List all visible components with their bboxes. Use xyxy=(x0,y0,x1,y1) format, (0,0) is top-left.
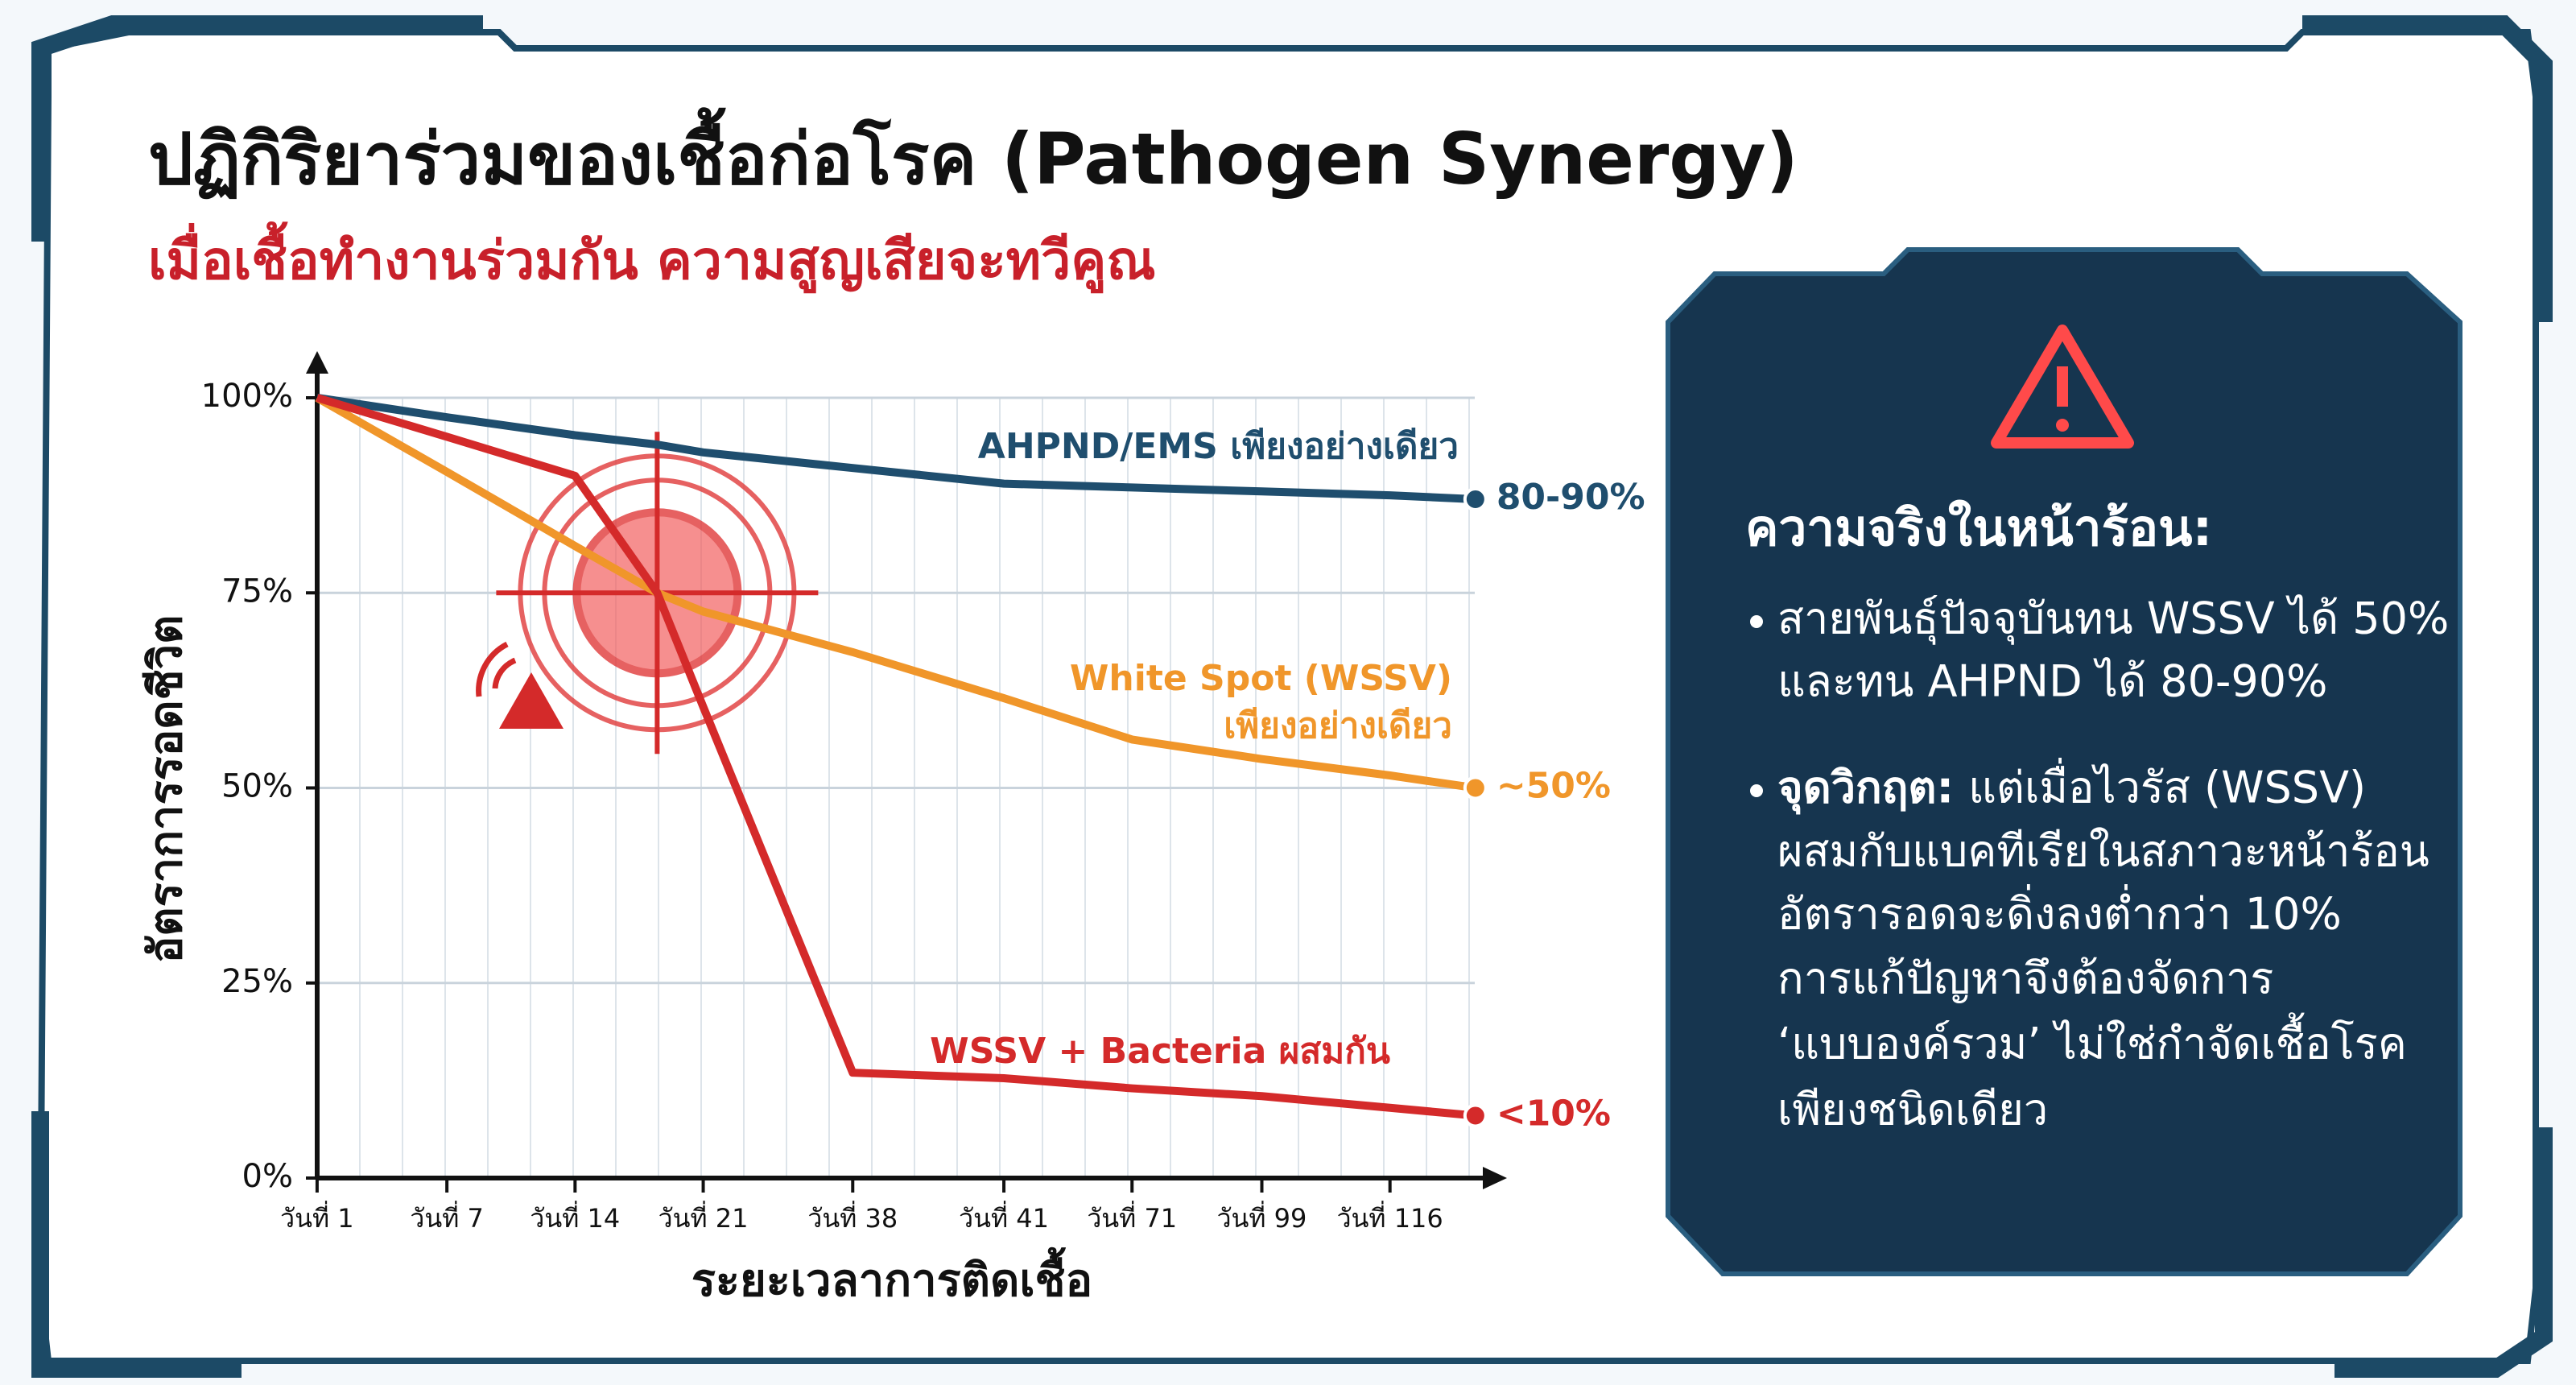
end-point xyxy=(1463,775,1488,800)
series-line xyxy=(315,394,1476,792)
bullet-text: และทน AHPND ได้ 80-90% xyxy=(1777,656,2327,707)
axis-arrow xyxy=(306,351,328,374)
bullet-lead: จุดวิกฤต: xyxy=(1777,763,1954,816)
frame-corner xyxy=(31,15,483,242)
y-tick-label: 25% xyxy=(221,963,293,1000)
x-tick-label: วันที่ 116 xyxy=(1337,1201,1443,1234)
bullet-text: ‘แบบองค์รวม’ ไม่ใช่กำจัดเชื้อโรค xyxy=(1777,1013,2407,1069)
signal-icon xyxy=(476,641,517,697)
x-tick-label: วันที่ 21 xyxy=(658,1201,749,1234)
bullet-dot xyxy=(1750,615,1763,628)
series-label: White Spot (WSSV) xyxy=(1070,658,1452,699)
bullet-text: การแก้ปัญหาจึงต้องจัดการ xyxy=(1777,953,2273,1004)
series-label: AHPND/EMS เพียงอย่างเดียว xyxy=(978,426,1459,467)
frame-corner xyxy=(2334,1127,2553,1378)
info-panel xyxy=(1666,247,2462,1276)
panel-text: สายพันธุ์ปัจจุบันทน WSSV ได้ 50% และทน AH… xyxy=(1750,593,2449,1135)
bullet-dot xyxy=(1750,784,1763,797)
end-label: <10% xyxy=(1496,1093,1611,1134)
series-label: WSSV + Bacteria ผสมกัน xyxy=(930,1031,1390,1072)
y-tick-label: 100% xyxy=(201,378,293,415)
x-tick-label: วันที่ 99 xyxy=(1217,1201,1307,1234)
bullet-text: เพียงชนิดเดียว xyxy=(1777,1085,2048,1135)
x-tick-label: วันที่ 41 xyxy=(959,1201,1049,1234)
x-axis-label: ระยะเวลาการติดเชื้อ xyxy=(691,1247,1092,1307)
frame-corner xyxy=(31,1111,242,1378)
end-label: 80-90% xyxy=(1496,477,1645,518)
end-point xyxy=(1463,486,1488,511)
series-line xyxy=(316,394,1476,503)
panel-heading: ความจริงในหน้าร้อน: xyxy=(1745,498,2212,557)
chart-title: ปฏิกิริยาร่วมของเชื้อก่อโรค (Pathogen Sy… xyxy=(148,107,1798,201)
y-tick-label: 50% xyxy=(221,768,293,805)
frame-corner xyxy=(2302,15,2553,322)
series-label: เพียงอย่างเดียว xyxy=(1224,705,1452,746)
x-tick-label: วันที่ 1 xyxy=(280,1201,353,1234)
plot: 0% 25% 50% 75% 100% วันที่ 1 วันที่ 7 วันที่ 14… xyxy=(201,351,1645,1234)
y-tick-label: 75% xyxy=(221,573,293,610)
bullet-text: อัตรารอดจะดิ่งลงต่ำกว่า 10% xyxy=(1777,884,2342,940)
series-line xyxy=(316,394,1476,1120)
chart-subtitle: เมื่อเชื้อทำงานร่วมกัน ความสูญเสียจะทวีค… xyxy=(148,221,1156,294)
x-tick-label: วันที่ 14 xyxy=(530,1201,620,1234)
warning-icon xyxy=(1991,325,2134,449)
x-tick-label: วันที่ 38 xyxy=(807,1201,898,1234)
axis-arrow xyxy=(1483,1167,1507,1189)
y-axis-label: อัตราการรอดชีวิต xyxy=(140,615,192,964)
bullet-text: แต่เมื่อไวรัส (WSSV) xyxy=(1968,758,2366,813)
bullet-text: สายพันธุ์ปัจจุบันทน WSSV ได้ 50% xyxy=(1777,593,2449,646)
y-tick-label: 0% xyxy=(242,1158,293,1195)
x-tick-label: วันที่ 7 xyxy=(410,1201,483,1234)
warning-icon xyxy=(499,672,564,729)
end-label: ~50% xyxy=(1496,766,1611,807)
bullet-text: ผสมกับแบคทีเรียในสภาวะหน้าร้อน xyxy=(1777,826,2429,877)
x-tick-label: วันที่ 71 xyxy=(1087,1201,1177,1234)
end-point xyxy=(1463,1103,1488,1128)
warning-icon xyxy=(2056,419,2069,432)
